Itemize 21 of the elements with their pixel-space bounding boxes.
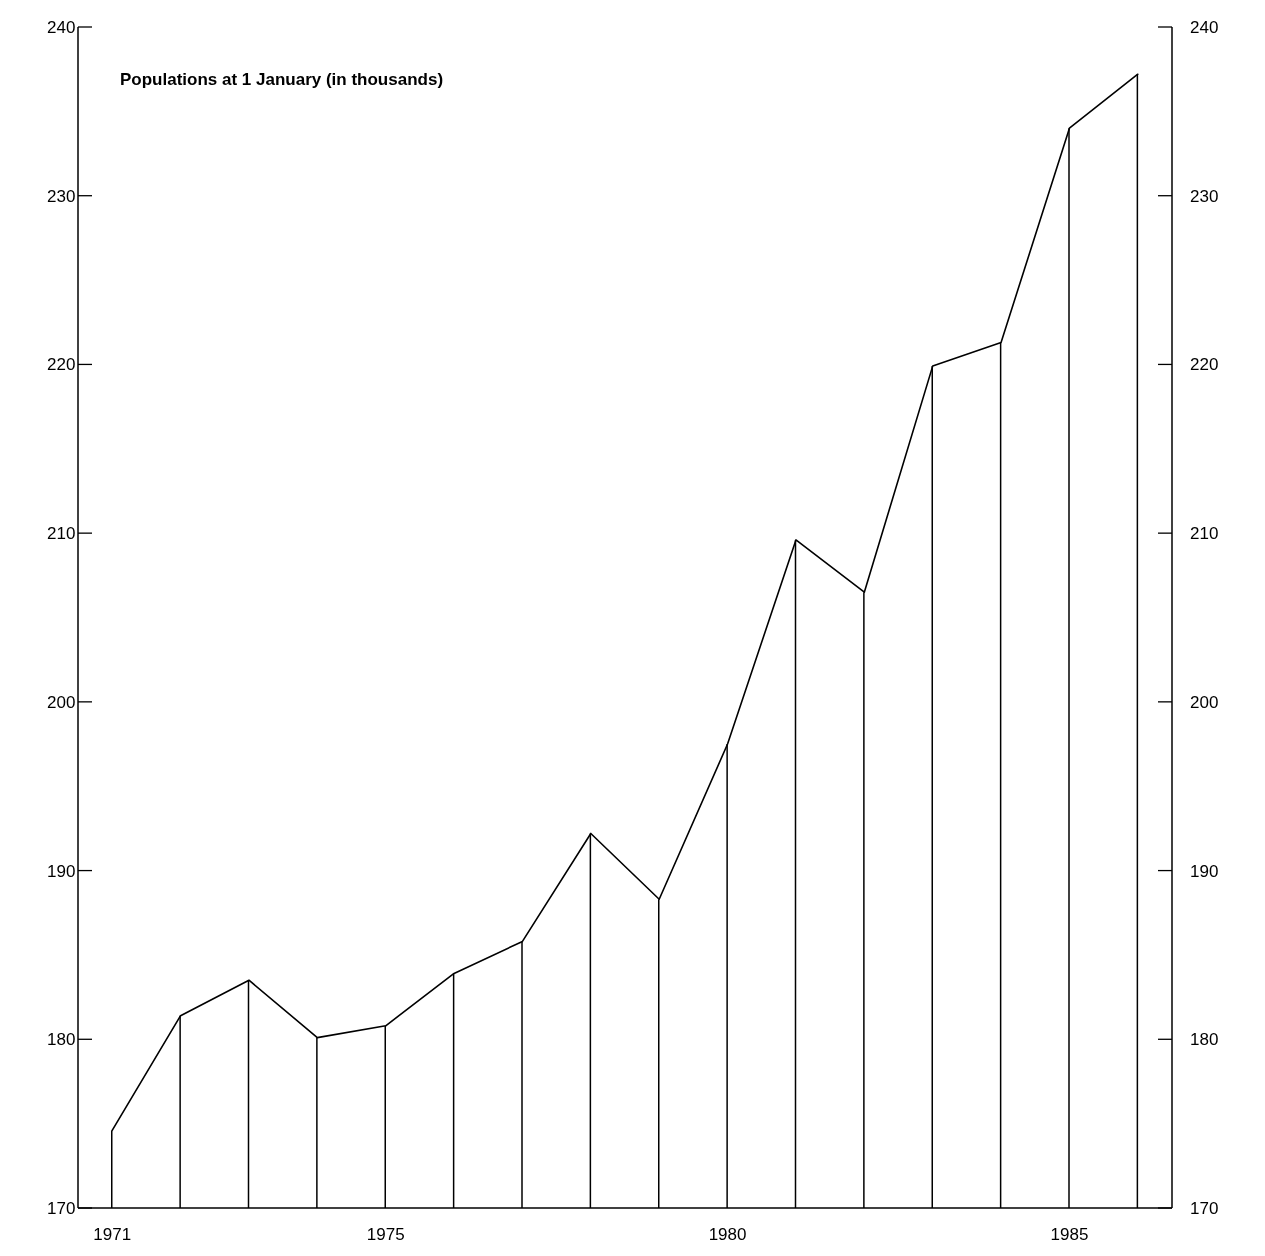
y2-tick-label: 240 <box>1190 18 1219 38</box>
x-tick-label: 1975 <box>366 1225 405 1245</box>
y-tick-label: 230 <box>47 186 76 206</box>
y-tick-label: 210 <box>47 524 76 544</box>
y-tick-label: 240 <box>47 18 76 38</box>
x-tick-label: 1985 <box>1050 1225 1089 1245</box>
y-tick-label: 200 <box>47 692 76 712</box>
y-tick-label: 170 <box>47 1199 76 1219</box>
y-tick-label: 190 <box>47 861 76 881</box>
y-tick-label: 220 <box>47 355 76 375</box>
y2-tick-label: 170 <box>1190 1199 1219 1219</box>
y2-tick-label: 220 <box>1190 355 1219 375</box>
y2-tick-label: 210 <box>1190 524 1219 544</box>
y2-tick-label: 230 <box>1190 186 1219 206</box>
text: Populations at 1 January (in thousands) <box>120 70 444 90</box>
y-tick-label: 180 <box>47 1030 76 1050</box>
y2-tick-label: 200 <box>1190 692 1219 712</box>
y2-tick-label: 180 <box>1190 1030 1219 1050</box>
x-tick-label: 1971 <box>93 1225 132 1245</box>
y2-tick-label: 190 <box>1190 861 1219 881</box>
x-tick-label: 1980 <box>708 1225 747 1245</box>
